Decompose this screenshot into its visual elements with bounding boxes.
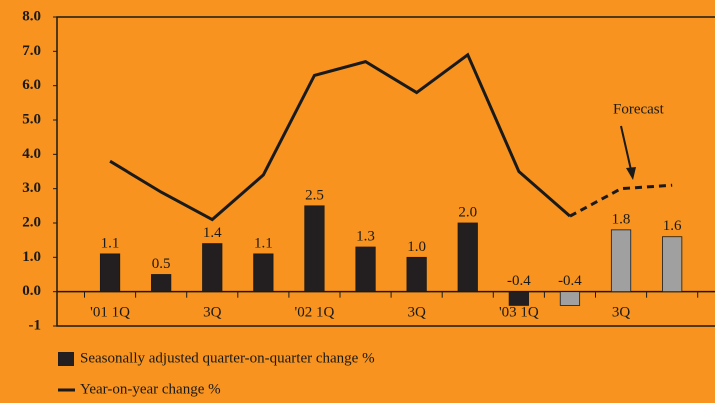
data-label: 1.3 xyxy=(356,228,375,244)
y-tick-label: 4.0 xyxy=(22,146,41,162)
data-label: 2.5 xyxy=(305,187,324,203)
data-label: 1.0 xyxy=(407,239,426,255)
x-tick-label: '01 1Q xyxy=(90,304,130,320)
legend-label: Seasonally adjusted quarter-on-quarter c… xyxy=(80,350,375,366)
x-tick-label: '03 1Q xyxy=(499,304,539,320)
data-label: 1.6 xyxy=(663,218,682,234)
data-label: -0.4 xyxy=(507,273,531,289)
data-label: 1.1 xyxy=(254,235,273,251)
bar xyxy=(355,246,376,293)
data-label: 1.8 xyxy=(612,211,631,227)
annotation: Forecast xyxy=(613,101,665,117)
x-tick-label: 3Q xyxy=(407,304,426,320)
y-tick-label: 8.0 xyxy=(22,8,41,24)
y-tick-label: 1.0 xyxy=(22,249,41,265)
legend-swatch xyxy=(58,352,74,366)
bar xyxy=(662,236,683,293)
bar xyxy=(406,256,427,293)
y-tick-label: 3.0 xyxy=(22,180,41,196)
data-label: 0.5 xyxy=(152,256,171,272)
x-tick-label: '02 1Q xyxy=(295,304,335,320)
legend-label: Year-on-year change % xyxy=(80,381,221,397)
bar xyxy=(559,291,581,306)
bar xyxy=(610,229,632,293)
bar xyxy=(151,274,172,293)
y-tick-label: 0.0 xyxy=(22,283,41,299)
line xyxy=(109,52,571,222)
data-label: -0.4 xyxy=(558,273,582,289)
annotation-arrow xyxy=(620,125,632,171)
bar xyxy=(508,291,529,306)
y-tick-label: -1 xyxy=(29,317,42,333)
annotation-arrowhead xyxy=(626,167,636,180)
plot-frame xyxy=(56,16,715,327)
y-tick-label: 5.0 xyxy=(22,111,41,127)
bar xyxy=(253,253,274,293)
bar xyxy=(457,222,478,293)
bar xyxy=(202,243,223,293)
data-label: 1.4 xyxy=(203,225,222,241)
x-tick-label: 3Q xyxy=(612,304,631,320)
x-tick-label: 3Q xyxy=(203,304,222,320)
data-label: 1.1 xyxy=(101,235,120,251)
y-tick-label: 2.0 xyxy=(22,214,41,230)
y-tick-label: 7.0 xyxy=(22,43,41,59)
data-label: 2.0 xyxy=(458,204,477,220)
y-tick-label: 6.0 xyxy=(22,77,41,93)
bar xyxy=(99,253,121,293)
bar xyxy=(304,205,325,293)
